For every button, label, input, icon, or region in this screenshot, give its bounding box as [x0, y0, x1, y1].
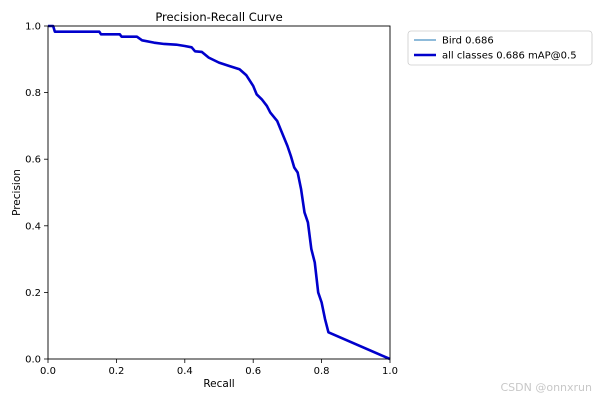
plot-frame — [47, 25, 391, 360]
x-tick-label: 1.0 — [382, 366, 398, 377]
y-tick-label: 0.4 — [25, 221, 41, 232]
legend-label: all classes 0.686 mAP@0.5 — [442, 51, 577, 62]
legend-box — [407, 30, 593, 66]
x-tick-label: 0.0 — [40, 366, 56, 377]
y-axis-label: Precision — [11, 169, 23, 216]
x-tick-label: 0.8 — [314, 366, 330, 377]
x-tick-label: 0.2 — [108, 366, 124, 377]
plot-series — [48, 24, 391, 361]
y-tick-label: 0.2 — [25, 288, 41, 299]
watermark: CSDN @onnxrun — [500, 381, 592, 394]
x-axis-label: Recall — [203, 378, 234, 390]
series-line-bird — [48, 25, 391, 360]
y-axis-ticks: 0.0 0.2 0.4 0.6 0.8 1.0 — [25, 22, 48, 366]
y-tick-label: 0.0 — [25, 355, 41, 366]
y-tick-label: 1.0 — [25, 22, 41, 33]
x-tick-label: 0.4 — [177, 366, 193, 377]
legend-label: Bird 0.686 — [442, 36, 494, 47]
x-axis-ticks: 0.0 0.2 0.4 0.6 0.8 1.0 — [40, 359, 398, 377]
chart-title: Precision-Recall Curve — [155, 10, 282, 24]
series-line-all-classes — [48, 24, 391, 361]
y-tick-label: 0.8 — [25, 88, 41, 99]
y-tick-label: 0.6 — [25, 155, 41, 166]
x-tick-label: 0.6 — [245, 366, 261, 377]
legend: Bird 0.686 all classes 0.686 mAP@0.5 — [407, 30, 593, 66]
legend-items: Bird 0.686 all classes 0.686 mAP@0.5 — [414, 36, 577, 62]
